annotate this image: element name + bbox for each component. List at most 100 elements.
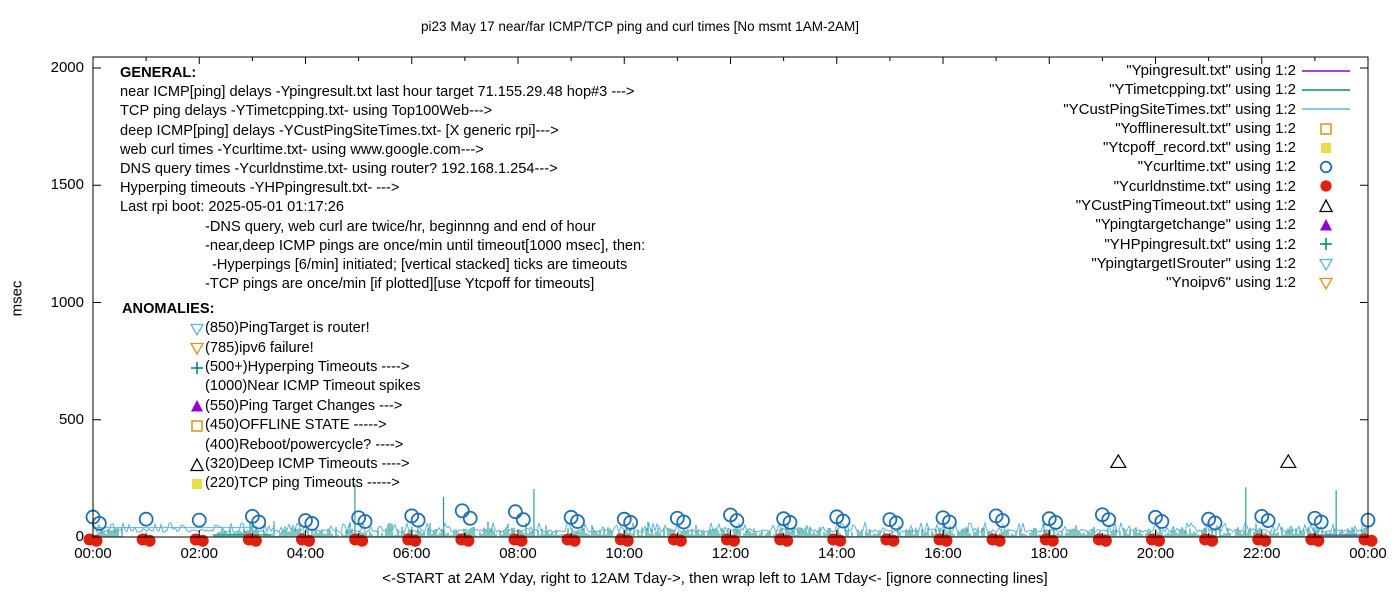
general-info-line: TCP ping delays -YTimetcpping.txt- using… [120, 103, 493, 120]
anomaly-item: (1000)Near ICMP Timeout spikes [122, 377, 420, 396]
dns-time-dot [1046, 534, 1059, 547]
anomaly-label: (785)ipv6 failure! [205, 339, 314, 356]
curl-time-circle [191, 512, 207, 528]
open-triangle-down-icon [1296, 256, 1356, 272]
anomaly-label: (500+)Hyperping Timeouts ----> [205, 359, 410, 376]
dns-time-dot [196, 534, 209, 547]
legend: "Ypingresult.txt" using 1:2 "YTimetcpping… [1063, 61, 1356, 293]
dns-time-dot [1153, 534, 1165, 547]
anomaly-item: (220)TCP ping Timeouts -----> [122, 474, 420, 493]
open-triangle-down-icon [188, 340, 205, 356]
legend-item: "Ynoipv6" using 1:2 [1063, 273, 1356, 292]
anomaly-item: (500+)Hyperping Timeouts ----> [122, 358, 420, 377]
anomaly-item: (320)Deep ICMP Timeouts ----> [122, 455, 420, 474]
general-info-line: Hyperping timeouts -YHPpingresult.txt- -… [120, 180, 400, 197]
curl-time-circle [1207, 515, 1223, 531]
chart-title: pi23 May 17 near/far ICMP/TCP ping and c… [421, 19, 859, 34]
anomaly-label: (1000)Near ICMP Timeout spikes [205, 378, 421, 395]
dns-time-dot [568, 534, 581, 547]
curl-time-circle [1101, 512, 1117, 528]
dns-time-dot [834, 534, 847, 547]
anomaly-item: (400)Reboot/powercycle? ----> [122, 436, 420, 455]
legend-item: "YpingtargetISrouter" using 1:2 [1063, 254, 1356, 273]
dns-time-dot [1312, 534, 1325, 547]
line-icon [1296, 82, 1356, 98]
line-icon [1296, 63, 1356, 79]
legend-label: "Ycurltime.txt" using 1:2 [1137, 158, 1296, 176]
curl-time-circle [676, 514, 692, 530]
general-info-line: -TCP pings are once/min [if plotted][use… [205, 276, 595, 293]
dns-time-dot [887, 534, 900, 547]
anomaly-item: (850)PingTarget is router! [122, 319, 420, 338]
legend-label: "YHPpingresult.txt" using 1:2 [1104, 235, 1296, 253]
curl-time-circle [1048, 515, 1064, 530]
curl-time-circle [507, 504, 523, 520]
curl-time-circle [357, 514, 373, 529]
x-tick-label: 12:00 [711, 545, 750, 562]
legend-item: "YCustPingTimeout.txt" using 1:2 [1063, 196, 1356, 215]
general-info-line: deep ICMP[ping] delays -YCustPingSiteTim… [120, 122, 559, 139]
curl-time-circle [835, 513, 851, 529]
dns-time-dot [1365, 534, 1378, 547]
x-tick-label: 10:00 [605, 545, 644, 562]
legend-label: "YTimetcpping.txt" using 1:2 [1109, 81, 1296, 99]
legend-item: "Ytcpoff_record.txt" using 1:2 [1063, 138, 1356, 157]
y-tick-label: 500 [58, 410, 84, 428]
curl-time-circle [515, 512, 531, 528]
dns-time-dot [621, 534, 634, 547]
legend-label: "Ypingtargetchange" using 1:2 [1095, 216, 1296, 234]
x-tick-label: 00:00 [74, 545, 112, 562]
dns-time-dot [1259, 534, 1272, 547]
curl-time-circle [623, 515, 639, 530]
legend-label: "Ypingresult.txt" using 1:2 [1126, 62, 1296, 79]
filled-circle-icon [1296, 178, 1356, 194]
anomaly-label: (550)Ping Target Changes ---> [205, 397, 403, 414]
anomaly-label: (320)Deep ICMP Timeouts ----> [205, 456, 410, 473]
dns-time-dot [993, 534, 1006, 547]
dns-time-dot [303, 534, 315, 547]
curl-time-circle [462, 510, 478, 526]
anomaly-label: (850)PingTarget is router! [205, 320, 370, 337]
dns-time-dot [940, 534, 953, 547]
filled-triangle-up-icon [1296, 217, 1356, 233]
legend-label: "YpingtargetISrouter" using 1:2 [1091, 254, 1296, 272]
anomaly-label: (450)OFFLINE STATE -----> [205, 417, 387, 434]
x-tick-label: 22:00 [1242, 545, 1281, 562]
dns-time-dot [409, 534, 422, 547]
x-tick-label: 14:00 [817, 545, 856, 562]
curl-time-circle [251, 514, 267, 530]
curl-time-circle [995, 513, 1010, 528]
open-triangle-up-icon [188, 457, 205, 473]
dns-time-dot [781, 534, 794, 547]
legend-label: "YCustPingSiteTimes.txt" using 1:2 [1063, 100, 1296, 118]
legend-label: "Yofflineresult.txt" using 1:2 [1115, 119, 1296, 137]
deep-icmp-timeout-triangle [1109, 453, 1127, 469]
general-info-line: DNS query times -Ycurldnstime.txt- using… [120, 161, 558, 178]
axis-tick-marks [92, 57, 1369, 538]
plus-icon [188, 360, 205, 376]
anomaly-item: (550)Ping Target Changes ---> [122, 397, 420, 416]
x-tick-label: 06:00 [392, 545, 431, 562]
general-info-line: near ICMP[ping] delays -Ypingresult.txt … [120, 84, 635, 101]
y-tick-label: 1000 [50, 293, 84, 311]
plus-icon [1296, 236, 1356, 252]
general-info-line: -Hyperpings [6/min] initiated; [vertical… [212, 257, 628, 274]
legend-label: "Ynoipv6" using 1:2 [1166, 274, 1296, 292]
legend-item: "YCustPingSiteTimes.txt" using 1:2 [1063, 100, 1356, 119]
x-tick-label: 18:00 [1030, 545, 1069, 562]
curl-time-circle [888, 515, 904, 531]
legend-item: "Ycurltime.txt" using 1:2 [1063, 157, 1356, 176]
x-tick-label: 08:00 [499, 545, 537, 562]
no-icon-spacer [188, 379, 205, 395]
no-icon-spacer [188, 437, 205, 453]
anomaly-item: (450)OFFLINE STATE -----> [122, 416, 420, 435]
y-axis-label: msec [8, 280, 26, 317]
curl-time-circle [941, 514, 957, 530]
general-info-line: -near,deep ICMP pings are once/min until… [205, 237, 646, 254]
line-icon [1296, 101, 1356, 117]
curl-time-circle [1313, 514, 1329, 530]
curl-time-circle [729, 513, 745, 528]
y-tick-label: 0 [75, 528, 84, 545]
dns-time-dot [143, 534, 156, 547]
